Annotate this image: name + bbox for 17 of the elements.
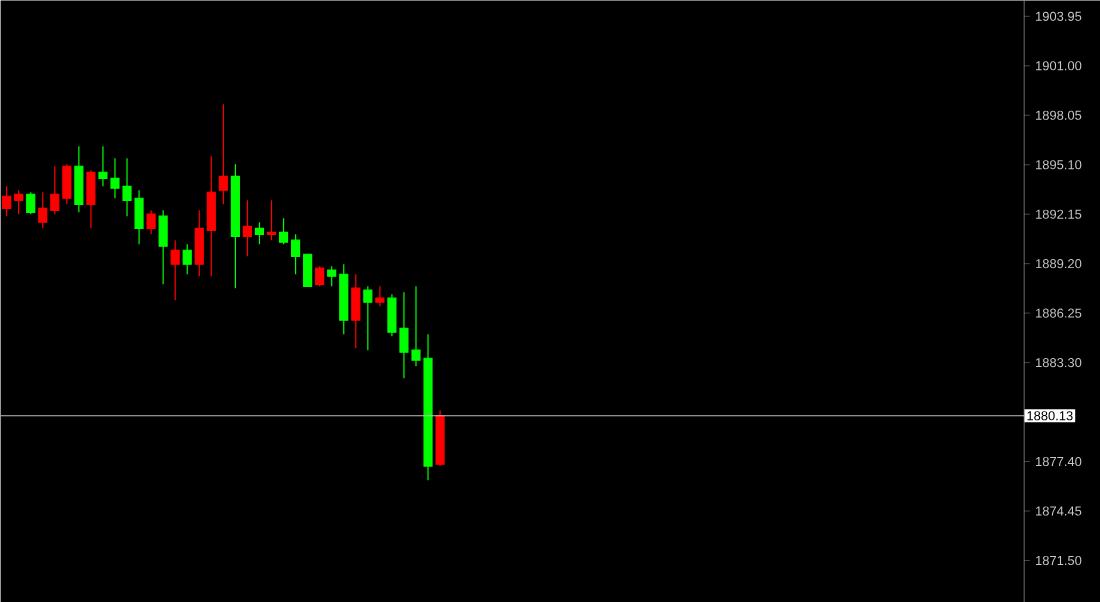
candlestick xyxy=(254,221,265,245)
candlestick xyxy=(242,199,252,257)
candlestick xyxy=(170,239,180,301)
candlestick xyxy=(86,169,96,229)
candlestick xyxy=(146,209,156,235)
candlestick xyxy=(375,285,385,307)
candlestick xyxy=(266,199,277,241)
candlestick xyxy=(315,265,325,287)
candlestick xyxy=(218,103,228,205)
candlestick xyxy=(230,163,240,289)
candlestick xyxy=(182,243,192,275)
candlestick xyxy=(26,191,36,215)
candlestick xyxy=(351,273,361,349)
candlestick xyxy=(363,285,373,351)
candlestick xyxy=(435,409,445,467)
candlestick xyxy=(74,145,84,213)
candlestick xyxy=(158,209,168,285)
